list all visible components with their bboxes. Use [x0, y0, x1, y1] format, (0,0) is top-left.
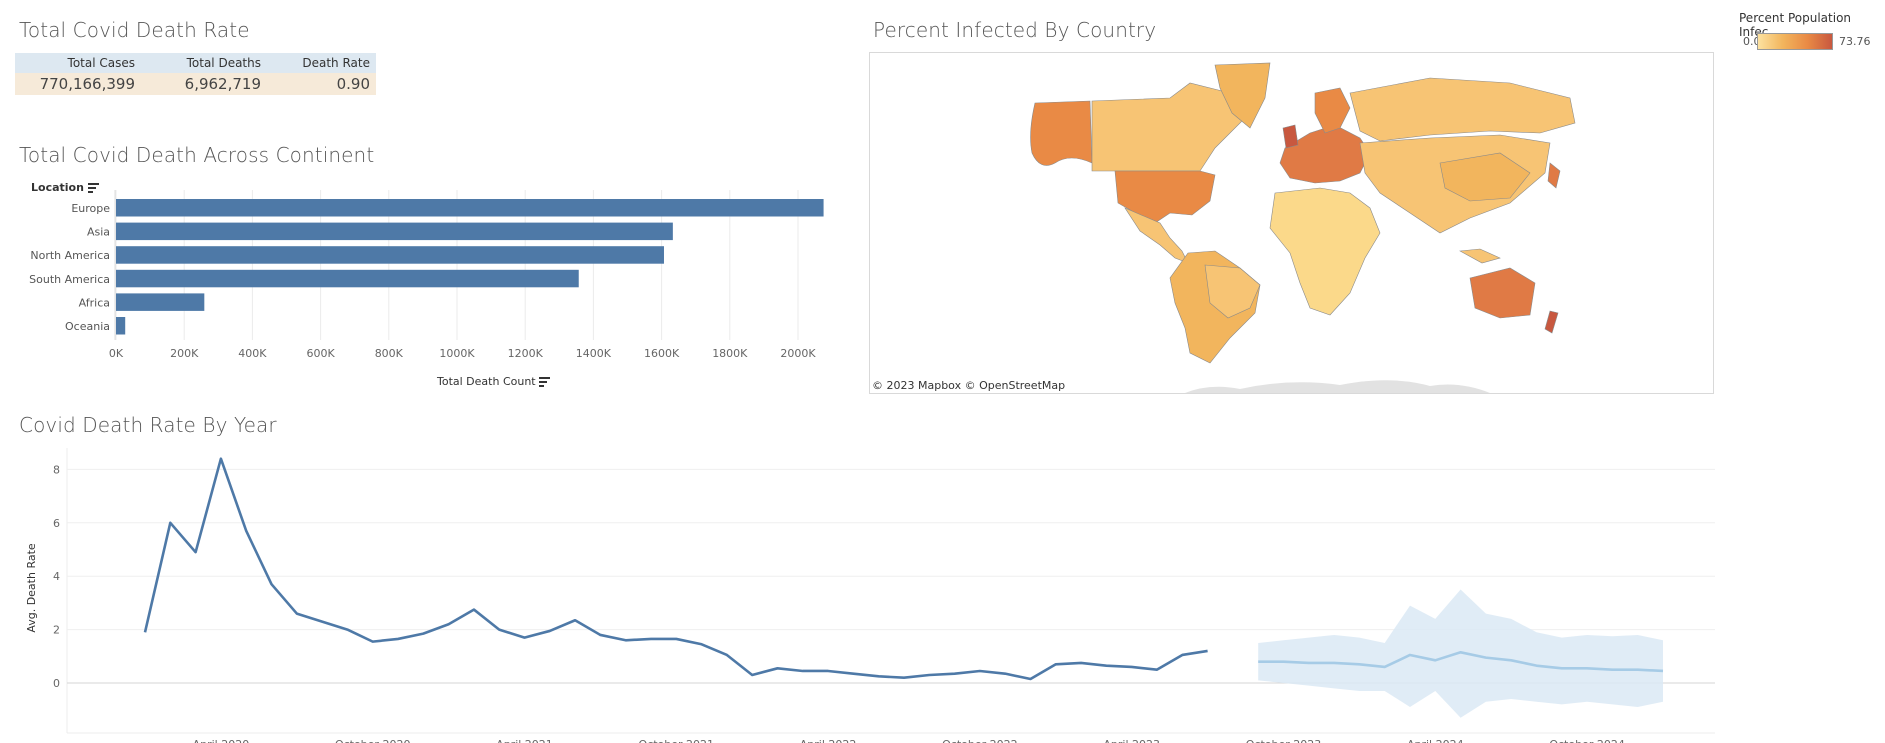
sort-icon[interactable]: [539, 377, 551, 387]
bar-europe: [116, 199, 824, 217]
australia-country: [1469, 267, 1536, 319]
category-label: South America: [29, 273, 110, 286]
y-tick-label: 2: [53, 624, 60, 637]
bar-asia: [116, 222, 673, 241]
russia-country: [1349, 77, 1576, 142]
total-death-count-axis-title[interactable]: Total Death Count: [437, 375, 551, 388]
x-tick-label: October 2022: [942, 738, 1018, 743]
bar-south-america: [116, 269, 579, 288]
antarctica-land: [1185, 380, 1490, 393]
y-tick-label: 0: [53, 677, 60, 690]
y-tick-label: 6: [53, 517, 60, 530]
x-tick-label: October 2021: [639, 738, 715, 743]
map-title: Percent Infected By Country: [873, 18, 1157, 42]
x-tick-label: April 2024: [1407, 738, 1464, 743]
map-attribution[interactable]: © 2023 Mapbox © OpenStreetMap: [872, 379, 1066, 392]
total-death-count-label: Total Death Count: [437, 375, 536, 388]
location-field-header[interactable]: Location: [31, 181, 100, 194]
x-tick-label: October 2024: [1549, 738, 1625, 743]
greenland-territory: [1214, 62, 1271, 129]
category-label: North America: [30, 249, 110, 262]
y-tick-label: 8: [53, 463, 60, 476]
kpi-header-total-deaths: Total Deaths: [141, 53, 267, 73]
uk-country: [1282, 124, 1299, 149]
category-label: Africa: [79, 296, 110, 309]
continent-bar-chart: 0K 200K 400K 600K 800K 1000K 1200K 1400K 1600K 18…: [29, 190, 824, 360]
bar-oceania: [116, 317, 126, 335]
x-tick-label: 200K: [170, 347, 199, 360]
x-tick-label: October 2020: [335, 738, 411, 743]
forecast-death-rate-line: [1258, 650, 1664, 673]
africa-land: [1269, 187, 1381, 316]
x-tick-label: April 2023: [1103, 738, 1160, 743]
japan-country: [1547, 162, 1561, 189]
scandinavia-land: [1314, 87, 1351, 134]
usa-country: [1114, 170, 1216, 224]
continent-chart-title: Total Covid Death Across Continent: [19, 143, 375, 167]
y-tick-label: 4: [53, 570, 60, 583]
x-tick-label: 1200K: [508, 347, 544, 360]
kpi-title: Total Covid Death Rate: [19, 18, 250, 42]
indonesia-islands: [1459, 248, 1501, 264]
x-tick-label: 0K: [109, 347, 124, 360]
brazil-country: [1204, 264, 1261, 319]
kpi-header-death-rate: Death Rate: [267, 53, 376, 73]
kpi-value-total-deaths: 6,962,719: [141, 73, 267, 95]
yearly-chart-title: Covid Death Rate By Year: [19, 413, 277, 437]
location-field-label: Location: [31, 181, 84, 194]
kpi-value-total-cases: 770,166,399: [15, 73, 141, 95]
x-tick-label: October 2023: [1246, 738, 1322, 743]
yearly-line-chart: 8 6 4 2 0 Avg. Death Rate April 2020 October 20…: [25, 448, 1715, 743]
kpi-table: Total Cases Total Deaths Death Rate 770,…: [15, 53, 376, 95]
kpi-value-death-rate: 0.90: [267, 73, 376, 95]
world-map-canvas: [1030, 62, 1576, 393]
x-tick-label: 1600K: [644, 347, 680, 360]
x-tick-label: April 2021: [496, 738, 553, 743]
new-zealand-country: [1544, 310, 1559, 334]
category-label: Europe: [71, 202, 110, 215]
map-legend-gradient: [1757, 33, 1833, 50]
x-tick-label: 1800K: [712, 347, 748, 360]
actual-death-rate-line: [143, 457, 1208, 681]
x-tick-label: April 2022: [800, 738, 857, 743]
x-tick-label: 1400K: [576, 347, 612, 360]
alaska-country: [1030, 100, 1093, 166]
category-label: Oceania: [65, 320, 110, 333]
map-legend-max: 73.76: [1839, 35, 1871, 48]
x-tick-label: 400K: [238, 347, 267, 360]
x-tick-label: 800K: [375, 347, 404, 360]
sort-icon[interactable]: [87, 183, 100, 193]
world-map[interactable]: [869, 52, 1714, 394]
x-tick-label: 2000K: [780, 347, 816, 360]
category-label: Asia: [87, 226, 110, 239]
x-tick-label: 1000K: [439, 347, 475, 360]
x-tick-label: April 2020: [193, 738, 250, 743]
x-tick-label: 600K: [306, 347, 335, 360]
kpi-header-total-cases: Total Cases: [15, 53, 141, 73]
bar-africa: [116, 293, 205, 311]
china-country: [1439, 152, 1531, 202]
y-axis-title: Avg. Death Rate: [25, 543, 38, 633]
bar-north-america: [116, 246, 664, 264]
